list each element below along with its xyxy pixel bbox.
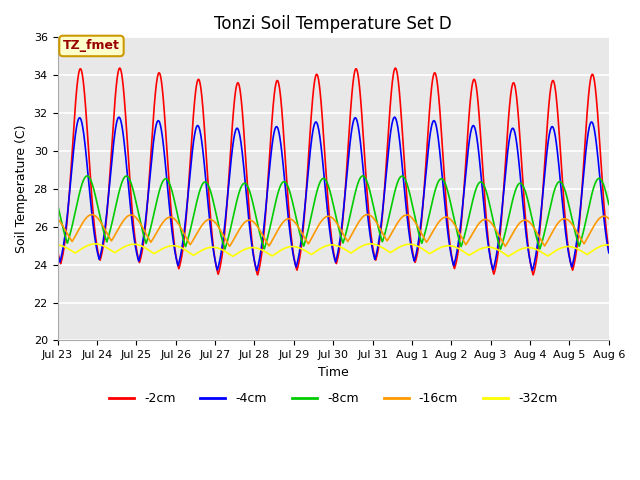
-4cm	[605, 250, 612, 256]
-2cm	[54, 247, 61, 253]
-32cm	[408, 241, 416, 247]
Line: -2cm: -2cm	[58, 68, 609, 275]
-8cm	[605, 202, 612, 207]
-4cm	[300, 219, 307, 225]
Line: -16cm: -16cm	[58, 215, 609, 246]
-4cm	[54, 250, 61, 256]
-32cm	[605, 242, 612, 248]
-32cm	[432, 247, 440, 253]
Line: -32cm: -32cm	[58, 244, 609, 256]
-16cm	[364, 212, 371, 217]
-16cm	[54, 216, 61, 222]
-2cm	[342, 171, 350, 177]
-32cm	[300, 247, 307, 252]
Line: -8cm: -8cm	[58, 176, 609, 249]
-2cm	[295, 261, 303, 266]
-2cm	[432, 73, 440, 79]
-8cm	[54, 202, 61, 207]
-8cm	[342, 230, 350, 236]
Y-axis label: Soil Temperature (C): Soil Temperature (C)	[15, 125, 28, 253]
-16cm	[605, 216, 612, 222]
-4cm	[124, 178, 132, 183]
-2cm	[408, 246, 416, 252]
Line: -4cm: -4cm	[58, 117, 609, 271]
-8cm	[124, 174, 132, 180]
Text: TZ_fmet: TZ_fmet	[63, 39, 120, 52]
-16cm	[300, 232, 307, 238]
-8cm	[359, 173, 367, 179]
-16cm	[124, 213, 132, 219]
Title: Tonzi Soil Temperature Set D: Tonzi Soil Temperature Set D	[214, 15, 452, 33]
-4cm	[408, 249, 416, 255]
-2cm	[116, 65, 124, 71]
-16cm	[408, 215, 416, 221]
Legend: -2cm, -4cm, -8cm, -16cm, -32cm: -2cm, -4cm, -8cm, -16cm, -32cm	[104, 387, 563, 410]
X-axis label: Time: Time	[318, 366, 349, 379]
-32cm	[124, 242, 132, 248]
-4cm	[432, 123, 440, 129]
-16cm	[294, 224, 302, 230]
-16cm	[501, 243, 509, 249]
-4cm	[295, 254, 303, 260]
-32cm	[54, 242, 61, 248]
-16cm	[342, 236, 350, 242]
-8cm	[294, 225, 302, 230]
-32cm	[294, 245, 302, 251]
-2cm	[605, 247, 612, 253]
-2cm	[300, 224, 307, 230]
-32cm	[92, 241, 99, 247]
-16cm	[432, 223, 440, 229]
-8cm	[432, 185, 440, 191]
-8cm	[300, 242, 307, 248]
-4cm	[115, 114, 123, 120]
-2cm	[124, 148, 132, 154]
-8cm	[408, 200, 416, 206]
-32cm	[342, 247, 350, 253]
-4cm	[253, 268, 260, 274]
-32cm	[504, 253, 512, 259]
-4cm	[342, 177, 350, 183]
-8cm	[497, 246, 504, 252]
-2cm	[253, 272, 261, 278]
